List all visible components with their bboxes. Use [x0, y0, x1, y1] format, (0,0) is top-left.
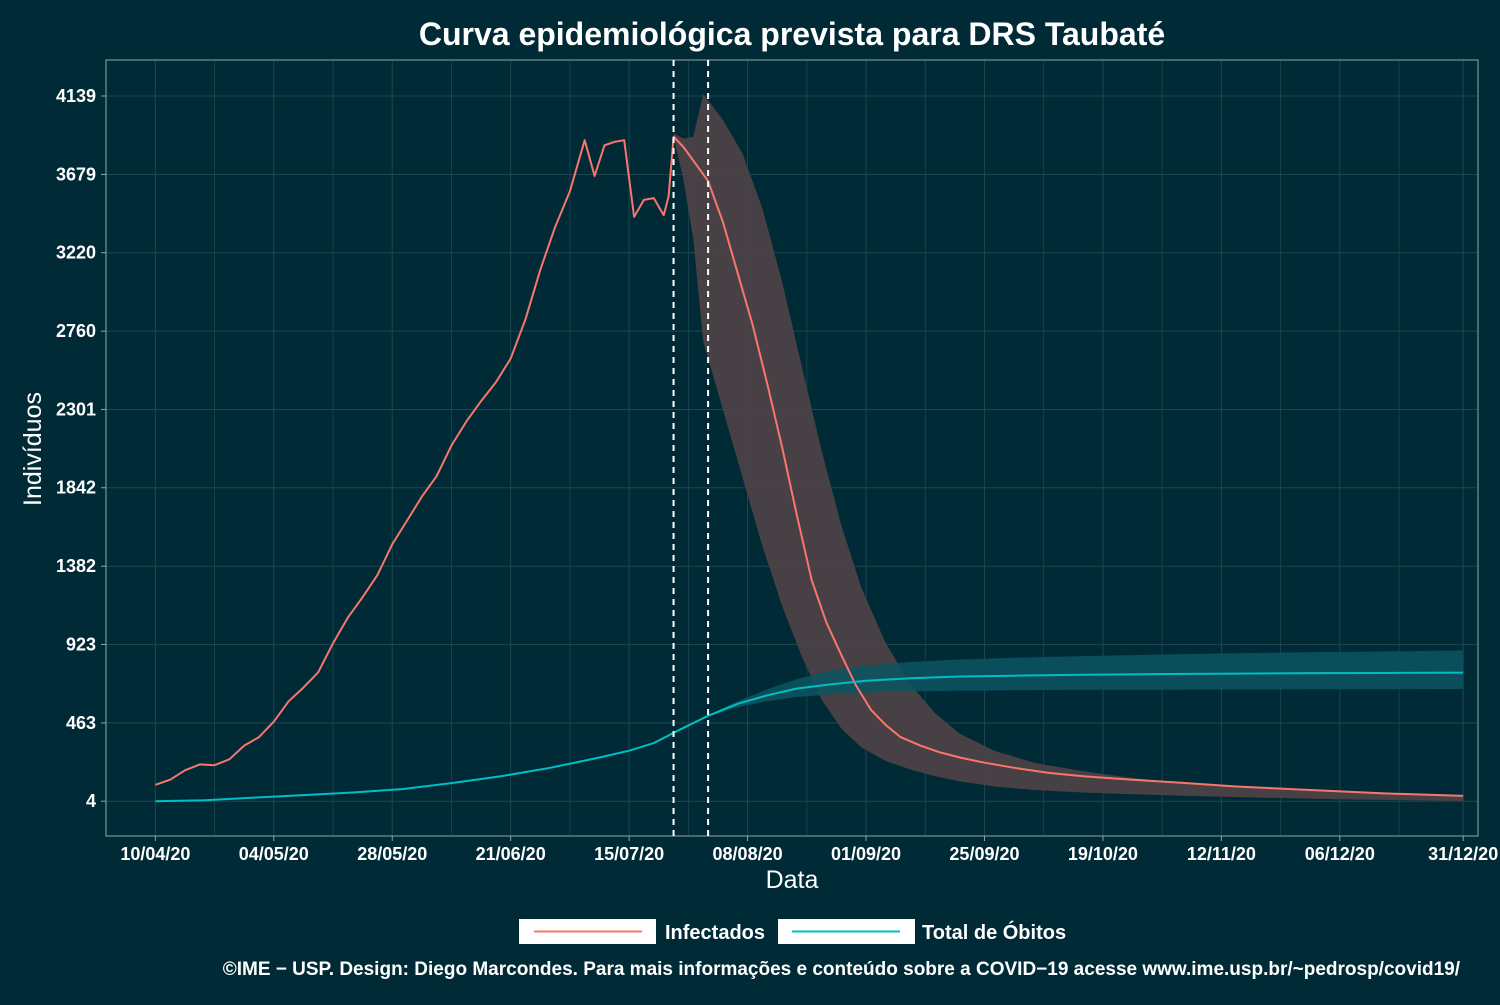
plot-border [105, 59, 1479, 837]
y-tick-label: 1842 [56, 478, 96, 498]
x-axis-label: Data [766, 866, 819, 894]
y-tick-label: 3679 [56, 164, 96, 184]
y-tick-label: 2760 [56, 321, 96, 341]
x-tick-label: 19/10/20 [1068, 844, 1138, 864]
x-tick-label: 21/06/20 [476, 844, 546, 864]
series-obitos [155, 671, 1464, 803]
y-tick-label: 923 [66, 634, 96, 654]
x-tick-label: 10/04/20 [120, 844, 190, 864]
y-tick-label: 4139 [56, 86, 96, 106]
series-infectados [155, 135, 1464, 797]
y-tick-label: 1382 [56, 556, 96, 576]
y-tick-label: 3220 [56, 243, 96, 263]
y-tick-label: 463 [66, 713, 96, 733]
x-tick-label: 28/05/20 [357, 844, 427, 864]
x-tick-label: 06/12/20 [1305, 844, 1375, 864]
x-tick-label: 25/09/20 [949, 844, 1019, 864]
legend-label-infectados: Infectados [665, 922, 765, 944]
x-tick-label: 15/07/20 [594, 844, 664, 864]
caption: ©IME − USP. Design: Diego Marcondes. Par… [223, 959, 1461, 980]
chart-title: Curva epidemiológica prevista para DRS T… [419, 16, 1165, 52]
y-tick-label: 2301 [56, 399, 96, 419]
y-axis-label: Indivíduos [19, 392, 47, 506]
band-obitos [708, 650, 1464, 717]
legend-label-obitos: Total de Óbitos [922, 920, 1066, 944]
x-tick-label: 04/05/20 [239, 844, 309, 864]
x-tick-label: 31/12/20 [1428, 844, 1498, 864]
x-tick-label: 12/11/20 [1187, 844, 1256, 864]
y-tick-label: 4 [86, 791, 96, 811]
x-tick-label: 01/09/20 [831, 844, 901, 864]
band-infectados [673, 94, 1464, 802]
plot-area: 4 463 923 1382 1842 2301 2760 3220 3679 4139 10/04… [56, 59, 1498, 864]
x-tick-label: 08/08/20 [713, 844, 783, 864]
legend: Infectados Total de Óbitos [519, 919, 1066, 944]
